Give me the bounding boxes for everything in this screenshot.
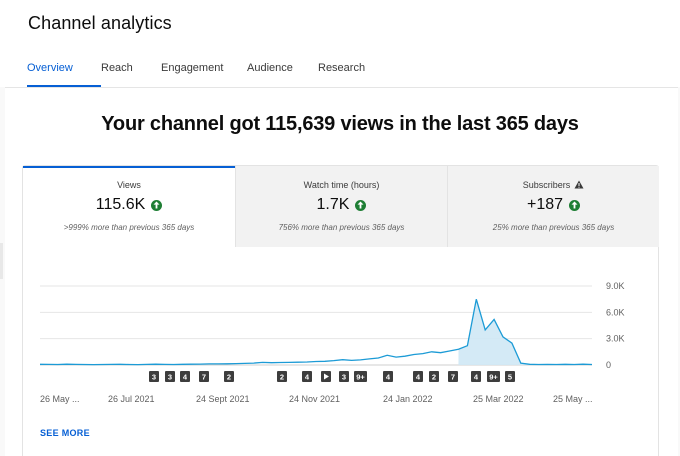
chart-marker [354, 371, 367, 382]
chart-marker-label: 2 [432, 373, 436, 382]
tab-audience[interactable]: Audience [247, 62, 293, 74]
metrics-panel: Views 115.6K >999% more than previous 36… [22, 165, 659, 456]
chart-marker [165, 371, 175, 382]
chart-marker-label: 3 [152, 373, 156, 382]
chart-marker [429, 371, 439, 382]
arrow-up-icon [569, 199, 581, 211]
chart-marker-label: 7 [451, 373, 455, 382]
chart-marker [302, 371, 312, 382]
chart-marker-label: 3 [168, 373, 172, 382]
tab-engagement[interactable]: Engagement [161, 62, 224, 74]
x-tick-label: 25 Mar 2022 [473, 394, 524, 404]
x-tick-label: 24 Jan 2022 [383, 394, 433, 404]
chart-marker [180, 371, 190, 382]
chart-marker-label: 4 [416, 373, 421, 382]
scroll-edge [0, 243, 3, 279]
chart-marker-label: 4 [183, 373, 188, 382]
metric-tab-views[interactable]: Views 115.6K >999% more than previous 36… [23, 166, 235, 247]
metric-value: +187 [526, 196, 564, 213]
chart-marker [471, 371, 481, 382]
metric-comparison: 25% more than previous 365 days [492, 223, 615, 232]
chart-marker-label: 2 [280, 373, 284, 382]
x-tick-label: 25 May ... [553, 394, 593, 404]
see-more-link[interactable]: SEE MORE [40, 428, 90, 438]
metric-tab-watch-time[interactable]: Watch time (hours) 1.7K 756% more than p… [235, 166, 447, 247]
metric-value: 115.6K [95, 196, 146, 213]
arrow-up-icon [151, 199, 163, 211]
chart-marker-label: 5 [508, 373, 512, 382]
metric-label-row: Subscribers [448, 180, 659, 191]
chart-marker [487, 371, 500, 382]
chart-marker-label: 4 [386, 373, 391, 382]
chart-area [458, 299, 530, 365]
x-tick-label: 26 May ... [40, 394, 80, 404]
x-tick-label: 24 Sept 2021 [196, 394, 250, 404]
warning-icon[interactable] [574, 180, 584, 191]
chart-marker [277, 371, 287, 382]
tab-overview[interactable]: Overview [27, 62, 101, 87]
chart-marker-label: 2 [227, 373, 231, 382]
chart-line-views [39, 299, 593, 366]
chart-marker [149, 371, 159, 382]
x-tick-label: 24 Nov 2021 [289, 394, 340, 404]
analytics-tabs: Overview Reach Engagement Audience Resea… [27, 62, 378, 87]
chart-marker [199, 371, 209, 382]
chart-marker [224, 371, 234, 382]
chart-marker-label: 3 [342, 373, 346, 382]
chart-marker [339, 371, 349, 382]
chart-marker [448, 371, 458, 382]
tab-reach[interactable]: Reach [101, 62, 133, 74]
chart-marker-label: 4 [474, 373, 479, 382]
metric-value: 1.7K [316, 196, 350, 213]
chart-marker [413, 371, 423, 382]
metric-label: Watch time (hours) [303, 180, 380, 190]
play-icon [324, 373, 329, 380]
y-tick-label: 9.0K [606, 281, 625, 291]
y-tick-label: 6.0K [606, 307, 625, 317]
chart-marker-label: 9+ [356, 373, 365, 382]
metric-comparison: >999% more than previous 365 days [63, 223, 195, 232]
y-tick-label: 3.0K [606, 334, 625, 344]
tab-research[interactable]: Research [318, 62, 366, 74]
metric-comparison: 756% more than previous 365 days [278, 223, 405, 232]
page-header: Channel analytics Overview Reach Engagem… [0, 0, 680, 87]
page-title: Channel analytics [28, 13, 172, 33]
arrow-up-icon [355, 199, 367, 211]
metric-label: Views [117, 180, 141, 190]
chart-marker-label: 7 [202, 373, 206, 382]
views-headline: Your channel got 115,639 views in the la… [101, 113, 579, 135]
y-tick-label: 0 [606, 360, 611, 370]
x-tick-label: 26 Jul 2021 [108, 394, 155, 404]
metric-label: Subscribers [522, 180, 571, 190]
chart-marker [383, 371, 393, 382]
metric-tab-subscribers[interactable]: Subscribers +187 25% more than previous … [447, 166, 659, 247]
chart-marker-label: 9+ [489, 373, 498, 382]
chart-marker [505, 371, 515, 382]
chart-marker-label: 4 [305, 373, 310, 382]
